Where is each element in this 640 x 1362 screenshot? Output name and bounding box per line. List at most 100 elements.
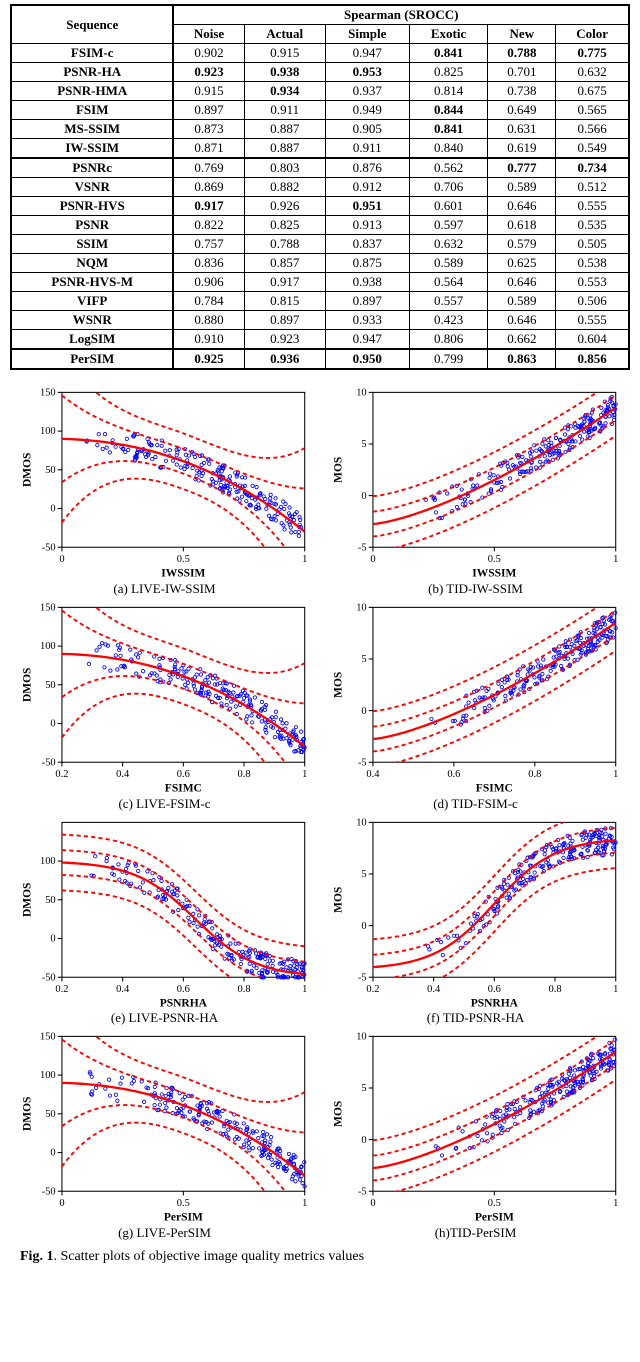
svg-text:DMOS: DMOS [22,667,34,702]
panel-caption: (c) LIVE-FSIM-c [118,796,210,812]
figure-caption: Fig. 1. Scatter plots of objective image… [10,1249,630,1265]
svg-text:0: 0 [361,706,366,717]
row-name: PSNR-HVS [11,197,173,216]
cell: 0.869 [173,178,244,197]
col-sequence: Sequence [11,5,173,44]
svg-text:1: 1 [613,769,618,780]
svg-text:0: 0 [50,718,55,729]
svg-text:1: 1 [613,1198,618,1209]
svg-text:-50: -50 [42,757,56,768]
cell: 0.701 [488,63,556,82]
cell: 0.933 [325,311,409,330]
svg-text:0.5: 0.5 [488,554,501,565]
cell: 0.597 [409,216,488,235]
cell: 0.913 [325,216,409,235]
svg-text:100: 100 [40,1071,56,1082]
cell: 0.769 [173,158,244,178]
cell: 0.562 [409,158,488,178]
svg-text:MOS: MOS [333,886,345,912]
svg-text:0.2: 0.2 [366,984,379,995]
cell: 0.911 [244,101,325,120]
row-name: VSNR [11,178,173,197]
cell: 0.882 [244,178,325,197]
row-name: LogSIM [11,330,173,350]
fig-text: . Scatter plots of objective image quali… [53,1249,364,1264]
svg-text:0: 0 [59,1198,64,1209]
svg-text:5: 5 [361,654,366,665]
cell: 0.915 [244,44,325,63]
cell: 0.951 [325,197,409,216]
cell: 0.646 [488,197,556,216]
cell: 0.512 [556,178,629,197]
cell: 0.553 [556,273,629,292]
cell: 0.840 [409,139,488,159]
cell: 0.757 [173,235,244,254]
cell: 0.825 [409,63,488,82]
svg-text:5: 5 [361,869,366,880]
svg-text:50: 50 [45,680,55,691]
scatter-plot: 0.20.40.60.81-50510PSNRHAMOS [329,814,622,1013]
cell: 0.825 [244,216,325,235]
cell: 0.923 [173,63,244,82]
svg-text:0.6: 0.6 [488,984,501,995]
panel-caption: (f) TID-PSNR-HA [427,1010,525,1026]
svg-text:1: 1 [613,554,618,565]
cell: 0.887 [244,139,325,159]
svg-text:0.6: 0.6 [447,769,460,780]
cell: 0.604 [556,330,629,350]
scatter-plot: 0.20.40.60.81-50050100PSNRHADMOS [18,814,311,1013]
cell: 0.873 [173,120,244,139]
cell: 0.887 [244,120,325,139]
svg-text:0.6: 0.6 [177,984,190,995]
col-exotic: Exotic [409,25,488,44]
cell: 0.557 [409,292,488,311]
panel-caption: (h)TID-PerSIM [435,1225,517,1241]
cell: 0.806 [409,330,488,350]
cell: 0.947 [325,330,409,350]
col-actual: Actual [244,25,325,44]
svg-text:MOS: MOS [333,1101,345,1127]
panel-caption: (a) LIVE-IW-SSIM [113,581,215,597]
cell: 0.949 [325,101,409,120]
svg-text:-50: -50 [42,972,56,983]
row-name: NQM [11,254,173,273]
cell: 0.857 [244,254,325,273]
cell: 0.841 [409,44,488,63]
cell: 0.880 [173,311,244,330]
svg-text:0.5: 0.5 [488,1198,501,1209]
svg-text:0.2: 0.2 [55,984,68,995]
figure-panel: 00.51-50050100150IWSSIMDMOS(a) LIVE-IW-S… [18,384,311,597]
svg-text:50: 50 [45,465,55,476]
svg-text:FSIMC: FSIMC [165,782,202,794]
svg-text:-50: -50 [42,542,56,553]
col-new: New [488,25,556,44]
cell: 0.876 [325,158,409,178]
svg-text:PSNRHA: PSNRHA [471,997,519,1009]
row-name: PSNRc [11,158,173,178]
cell: 0.938 [244,63,325,82]
svg-text:150: 150 [40,602,56,613]
col-simple: Simple [325,25,409,44]
cell: 0.875 [325,254,409,273]
svg-text:-5: -5 [358,757,367,768]
svg-text:100: 100 [40,426,56,437]
svg-text:-5: -5 [358,1187,367,1198]
cell: 0.777 [488,158,556,178]
cell: 0.925 [173,349,244,369]
cell: 0.917 [244,273,325,292]
figure-panel: 0.20.40.60.81-50510PSNRHAMOS(f) TID-PSNR… [329,814,622,1027]
figure-panel: 00.51-50510IWSSIMMOS(b) TID-IW-SSIM [329,384,622,597]
cell: 0.589 [488,292,556,311]
cell: 0.917 [173,197,244,216]
svg-text:0: 0 [50,933,55,944]
cell: 0.649 [488,101,556,120]
cell: 0.601 [409,197,488,216]
svg-text:0: 0 [361,1135,366,1146]
cell: 0.538 [556,254,629,273]
cell: 0.936 [244,349,325,369]
cell: 0.937 [325,82,409,101]
cell: 0.947 [325,44,409,63]
cell: 0.646 [488,311,556,330]
panel-caption: (g) LIVE-PerSIM [118,1225,211,1241]
cell: 0.675 [556,82,629,101]
